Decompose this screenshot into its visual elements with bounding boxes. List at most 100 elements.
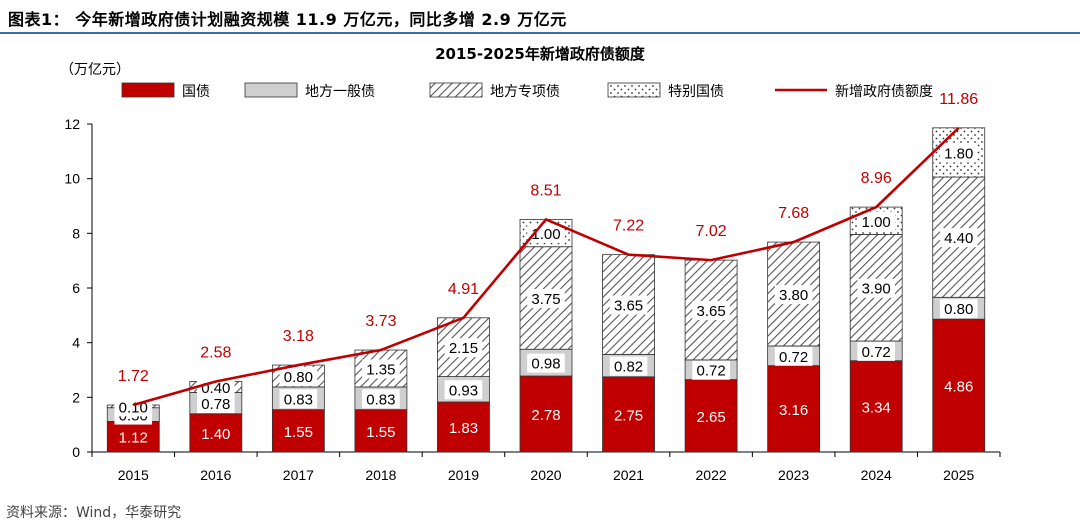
chart-title: 2015-2025年新增政府债额度 — [435, 45, 646, 63]
value-label-bg — [279, 389, 318, 409]
bar-segment-0 — [849, 360, 903, 453]
total-label: 8.51 — [530, 182, 561, 199]
value-label-bg — [362, 359, 400, 379]
value-label-bg — [527, 353, 565, 373]
value-label-bg — [609, 356, 648, 376]
value-label: 3.90 — [862, 281, 891, 298]
value-label: 4.40 — [944, 230, 973, 247]
bar-segment-0 — [106, 420, 160, 453]
x-tick-label: 2020 — [530, 467, 561, 483]
value-label-bg — [939, 143, 978, 163]
y-axis-unit: （万亿元） — [60, 62, 130, 78]
value-label: 3.65 — [614, 298, 643, 315]
value-label: 0.82 — [614, 359, 643, 376]
total-label: 7.22 — [613, 218, 644, 235]
value-label: 0.93 — [449, 382, 478, 399]
value-label: 0.72 — [862, 344, 891, 361]
value-label: 1.55 — [366, 424, 395, 441]
value-label-bg — [444, 380, 483, 400]
value-label-bg — [939, 228, 978, 248]
value-label-bg — [774, 346, 813, 366]
value-label-bg — [609, 295, 648, 315]
total-label: 1.72 — [118, 368, 149, 385]
y-tick-label: 10 — [64, 171, 80, 187]
value-label-bg — [362, 389, 400, 409]
value-label-bg — [279, 367, 318, 387]
value-label-bg — [527, 288, 565, 308]
legend-swatch-3 — [607, 82, 661, 98]
value-label: 0.72 — [696, 363, 725, 380]
chart: 2015-2025年新增政府债额度 （万亿元） 国债 地方一般债 地方专项债 特别国债… — [60, 45, 1001, 483]
legend-label-3: 特别国债 — [668, 84, 724, 100]
total-label: 3.18 — [283, 328, 314, 345]
y-tick-label: 12 — [64, 116, 80, 132]
value-label: 1.55 — [284, 424, 313, 441]
value-label: 1.35 — [366, 361, 395, 378]
x-tick-label: 2021 — [613, 467, 644, 483]
y-tick-label: 6 — [72, 280, 80, 296]
value-label: 0.80 — [944, 301, 973, 318]
value-label: 1.00 — [862, 214, 891, 231]
value-label-bg — [857, 211, 895, 231]
value-label: 2.65 — [696, 409, 725, 426]
value-label-bg — [692, 301, 730, 321]
x-tick-label: 2023 — [778, 467, 809, 483]
bars: 1.120.500.101.400.780.401.550.830.801.55… — [106, 127, 986, 453]
title-rule — [0, 32, 1080, 34]
x-tick-label: 2022 — [696, 467, 727, 483]
y-tick-label: 8 — [72, 225, 80, 241]
y-tick-label: 2 — [72, 389, 80, 405]
total-label: 7.02 — [696, 223, 727, 240]
total-label: 4.91 — [448, 281, 479, 298]
value-label-bg — [197, 377, 235, 397]
x-tick-label: 2015 — [118, 467, 149, 483]
bar-segment-0 — [602, 376, 655, 453]
bar-segment-0 — [354, 409, 408, 453]
x-tick-label: 2016 — [200, 467, 231, 483]
total-label: 8.96 — [861, 170, 892, 187]
value-label: 1.00 — [531, 226, 560, 243]
value-label: 2.75 — [614, 407, 643, 424]
legend-label-line: 新增政府债额度 — [835, 84, 933, 100]
value-label-bg — [939, 299, 978, 319]
x-tick-label: 2017 — [283, 467, 314, 483]
value-label: 1.12 — [119, 430, 148, 447]
y-tick-label: 4 — [72, 335, 80, 351]
value-label: 0.83 — [366, 391, 395, 408]
legend-label-2: 地方专项债 — [490, 84, 560, 100]
total-line — [132, 126, 960, 407]
legend: 国债 地方一般债 地方专项债 特别国债 新增政府债额度 — [121, 82, 933, 100]
bar-segment-0 — [271, 409, 325, 453]
x-tick-label: 2019 — [448, 467, 479, 483]
value-label: 3.80 — [779, 287, 808, 304]
x-tick-label: 2018 — [365, 467, 396, 483]
value-label: 3.75 — [531, 291, 560, 308]
legend-swatch-1 — [244, 82, 298, 98]
value-label: 0.72 — [779, 349, 808, 366]
figure-title: 图表1： 今年新增政府债计划融资规模 11.9 万亿元，同比多增 2.9 万亿元 — [8, 10, 567, 29]
value-label: 4.86 — [944, 379, 973, 396]
total-line-layer: 1.72 2.58 3.18 3.73 4.91 8.51 7.22 7.02 7.68 8.96… — [118, 91, 978, 407]
total-label: 7.68 — [778, 205, 809, 222]
total-label: 2.58 — [200, 344, 231, 361]
value-label-bg — [774, 285, 813, 305]
value-label-bg — [197, 394, 235, 414]
legend-swatch-0 — [121, 82, 175, 98]
value-label: 2.15 — [449, 340, 478, 357]
y-tick-label: 0 — [72, 444, 80, 460]
value-label-bg — [857, 341, 895, 361]
value-label-bg — [692, 360, 730, 380]
legend-label-1: 地方一般债 — [305, 84, 375, 100]
x-tick-label: 2025 — [943, 467, 974, 483]
x-tick-label: 2024 — [861, 467, 892, 483]
bar-segment-0 — [767, 365, 821, 453]
legend-label-0: 国债 — [182, 84, 210, 100]
value-label-bg — [444, 338, 483, 358]
value-label: 2.78 — [531, 407, 560, 424]
value-label: 3.16 — [779, 402, 808, 419]
value-label: 0.78 — [201, 396, 230, 413]
value-label: 0.98 — [531, 356, 560, 373]
bar-segment-0 — [519, 375, 573, 453]
bar-segment-0 — [189, 413, 243, 453]
value-label: 3.65 — [696, 303, 725, 320]
